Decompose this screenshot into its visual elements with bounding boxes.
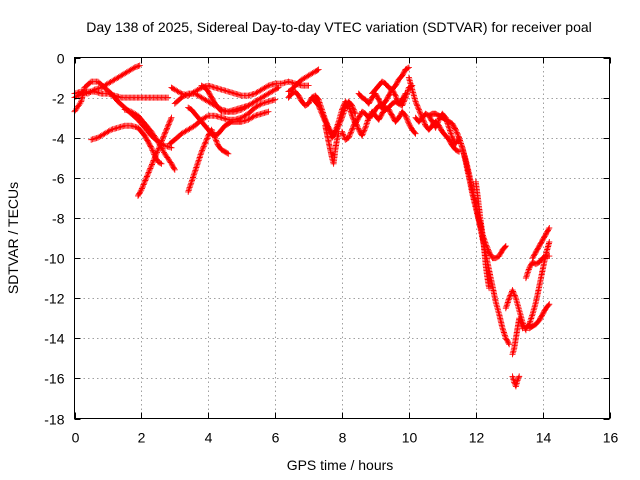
series-track-19 — [355, 86, 409, 109]
chart-title: Day 138 of 2025, Sidereal Day-to-day VTE… — [86, 19, 592, 35]
y-tick-label: -16 — [44, 371, 64, 387]
x-tick-label: 6 — [272, 430, 280, 446]
y-tick-label: -6 — [52, 171, 65, 187]
series-track-12 — [198, 82, 252, 115]
series-track-27 — [522, 239, 553, 332]
series-track-29 — [529, 224, 553, 262]
series-track-13 — [285, 66, 322, 95]
y-tick-label: -2 — [52, 91, 65, 107]
series-track-16 — [322, 122, 342, 167]
x-tick-label: 2 — [138, 430, 146, 446]
y-tick-label: 0 — [57, 51, 65, 67]
x-axis-label: GPS time / hours — [287, 457, 394, 473]
series-track-25 — [509, 315, 526, 358]
x-tick-labels: 0 2 4 6 8 10 12 14 16 — [72, 430, 619, 446]
y-tick-label: -8 — [52, 211, 65, 227]
series-track-9 — [166, 96, 279, 147]
x-tick-label: 4 — [205, 430, 213, 446]
series-track-30 — [526, 301, 553, 332]
series-track-17 — [339, 104, 419, 143]
series-track-18 — [369, 64, 412, 97]
x-tick-label: 8 — [339, 430, 347, 446]
y-tick-label: -14 — [44, 331, 64, 347]
x-tick-label: 16 — [603, 430, 619, 446]
y-tick-labels: 0 -2 -4 -6 -8 -10 -12 -14 -16 -18 — [44, 51, 64, 428]
y-tick-label: -4 — [52, 131, 65, 147]
y-tick-label: -10 — [44, 251, 64, 267]
y-axis-label: SDTVAR / TECUs — [5, 182, 21, 294]
y-tick-label: -18 — [44, 412, 64, 428]
x-tick-label: 0 — [72, 430, 80, 446]
x-tick-label: 14 — [536, 430, 552, 446]
x-tick-label: 10 — [402, 430, 418, 446]
x-tick-label: 12 — [469, 430, 485, 446]
ticks — [74, 57, 611, 420]
y-tick-label: -12 — [44, 291, 64, 307]
series-track-28 — [522, 253, 553, 282]
series-track-26 — [509, 373, 523, 390]
series-track-23 — [472, 178, 493, 292]
series-track-11 — [185, 126, 232, 195]
series-track-6 — [121, 106, 178, 173]
